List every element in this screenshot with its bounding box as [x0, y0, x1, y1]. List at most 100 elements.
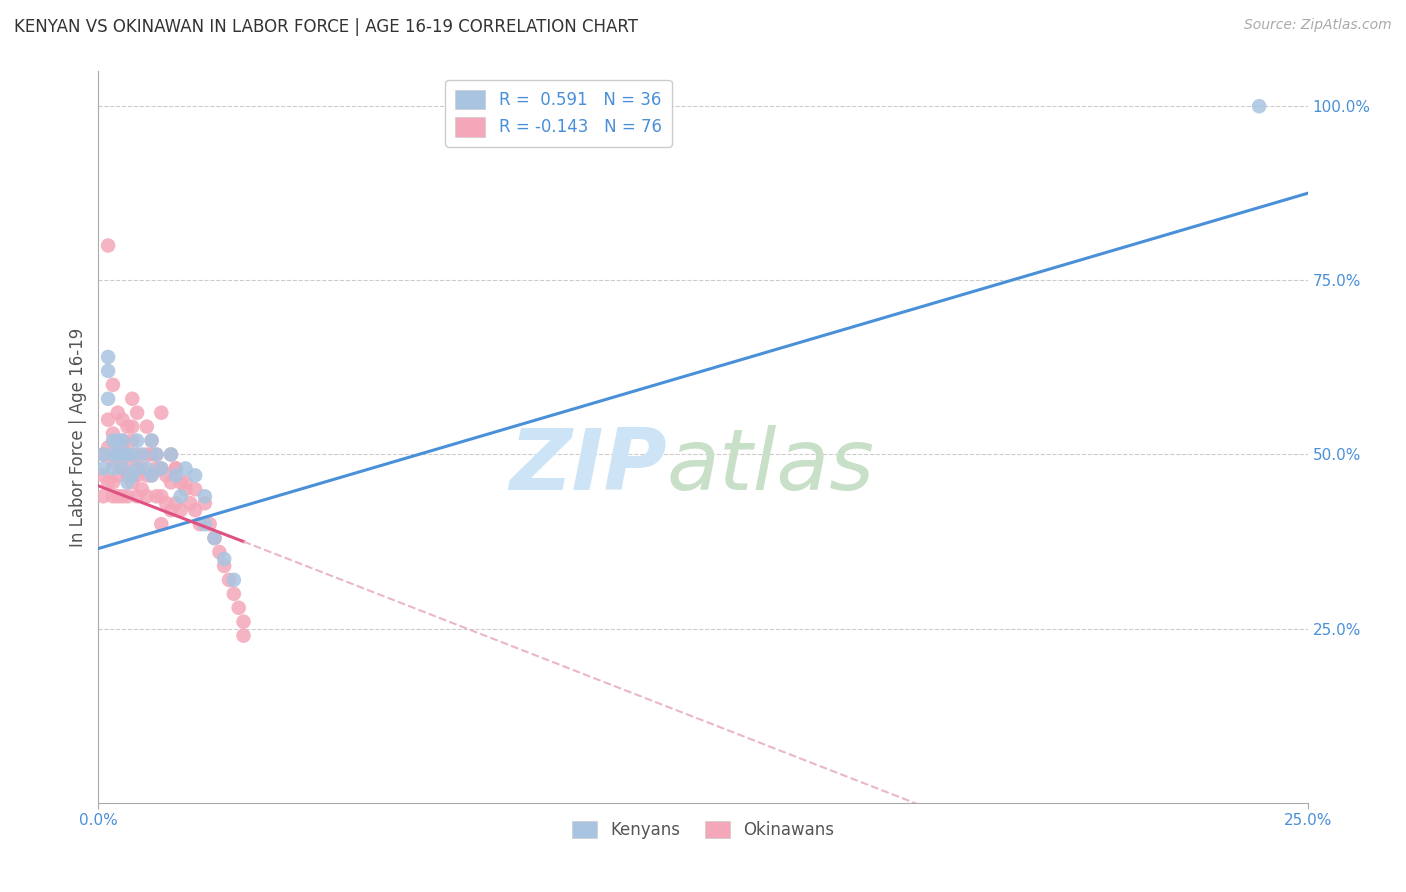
Point	[135, 419, 157, 434]
Point	[188, 517, 211, 532]
Point	[169, 489, 191, 503]
Point	[127, 489, 149, 503]
Point	[174, 461, 197, 475]
Point	[141, 434, 163, 448]
Point	[107, 448, 129, 462]
Point	[97, 364, 120, 378]
Point	[127, 448, 149, 462]
Point	[117, 419, 139, 434]
Point	[150, 461, 173, 475]
Point	[97, 238, 120, 252]
Point	[150, 517, 173, 532]
Point	[101, 461, 124, 475]
Point	[127, 468, 149, 483]
Point	[121, 454, 143, 468]
Point	[117, 489, 139, 503]
Point	[121, 448, 143, 462]
Point	[91, 489, 114, 503]
Point	[141, 448, 163, 462]
Point	[160, 475, 183, 490]
Point	[198, 517, 221, 532]
Point	[111, 441, 134, 455]
Point	[121, 468, 143, 483]
Point	[184, 468, 207, 483]
Point	[155, 496, 177, 510]
Point	[204, 531, 226, 545]
Point	[222, 573, 245, 587]
Point	[174, 475, 197, 490]
Text: Source: ZipAtlas.com: Source: ZipAtlas.com	[1244, 18, 1392, 32]
Legend: Kenyans, Okinawans: Kenyans, Okinawans	[565, 814, 841, 846]
Point	[107, 489, 129, 503]
Point	[127, 434, 149, 448]
Point	[145, 489, 167, 503]
Point	[184, 483, 207, 497]
Point	[101, 434, 124, 448]
Point	[194, 496, 217, 510]
Point	[155, 468, 177, 483]
Point	[107, 448, 129, 462]
Y-axis label: In Labor Force | Age 16-19: In Labor Force | Age 16-19	[69, 327, 87, 547]
Point	[91, 448, 114, 462]
Point	[111, 434, 134, 448]
Point	[1249, 99, 1271, 113]
Point	[141, 468, 163, 483]
Point	[150, 406, 173, 420]
Point	[204, 531, 226, 545]
Point	[150, 489, 173, 503]
Point	[165, 496, 187, 510]
Point	[131, 483, 153, 497]
Point	[169, 475, 191, 490]
Point	[101, 426, 124, 441]
Point	[101, 377, 124, 392]
Point	[222, 587, 245, 601]
Point	[101, 489, 124, 503]
Point	[232, 629, 254, 643]
Point	[101, 448, 124, 462]
Point	[194, 489, 217, 503]
Point	[145, 461, 167, 475]
Point	[228, 600, 250, 615]
Point	[111, 412, 134, 426]
Point	[145, 448, 167, 462]
Point	[212, 552, 235, 566]
Text: KENYAN VS OKINAWAN IN LABOR FORCE | AGE 16-19 CORRELATION CHART: KENYAN VS OKINAWAN IN LABOR FORCE | AGE …	[14, 18, 638, 36]
Point	[127, 406, 149, 420]
Point	[107, 434, 129, 448]
Point	[165, 461, 187, 475]
Point	[232, 615, 254, 629]
Point	[145, 448, 167, 462]
Point	[121, 392, 143, 406]
Point	[111, 461, 134, 475]
Point	[101, 475, 124, 490]
Point	[208, 545, 231, 559]
Point	[150, 461, 173, 475]
Point	[174, 483, 197, 497]
Point	[91, 461, 114, 475]
Point	[141, 468, 163, 483]
Point	[111, 448, 134, 462]
Point	[135, 448, 157, 462]
Point	[107, 468, 129, 483]
Point	[121, 419, 143, 434]
Point	[91, 448, 114, 462]
Point	[97, 392, 120, 406]
Point	[160, 448, 183, 462]
Point	[117, 468, 139, 483]
Point	[218, 573, 240, 587]
Point	[194, 517, 217, 532]
Point	[111, 434, 134, 448]
Point	[97, 475, 120, 490]
Text: ZIP: ZIP	[509, 425, 666, 508]
Point	[135, 489, 157, 503]
Point	[127, 461, 149, 475]
Point	[160, 503, 183, 517]
Point	[184, 503, 207, 517]
Point	[117, 448, 139, 462]
Point	[97, 441, 120, 455]
Point	[141, 434, 163, 448]
Point	[165, 468, 187, 483]
Point	[107, 406, 129, 420]
Point	[165, 461, 187, 475]
Text: atlas: atlas	[666, 425, 875, 508]
